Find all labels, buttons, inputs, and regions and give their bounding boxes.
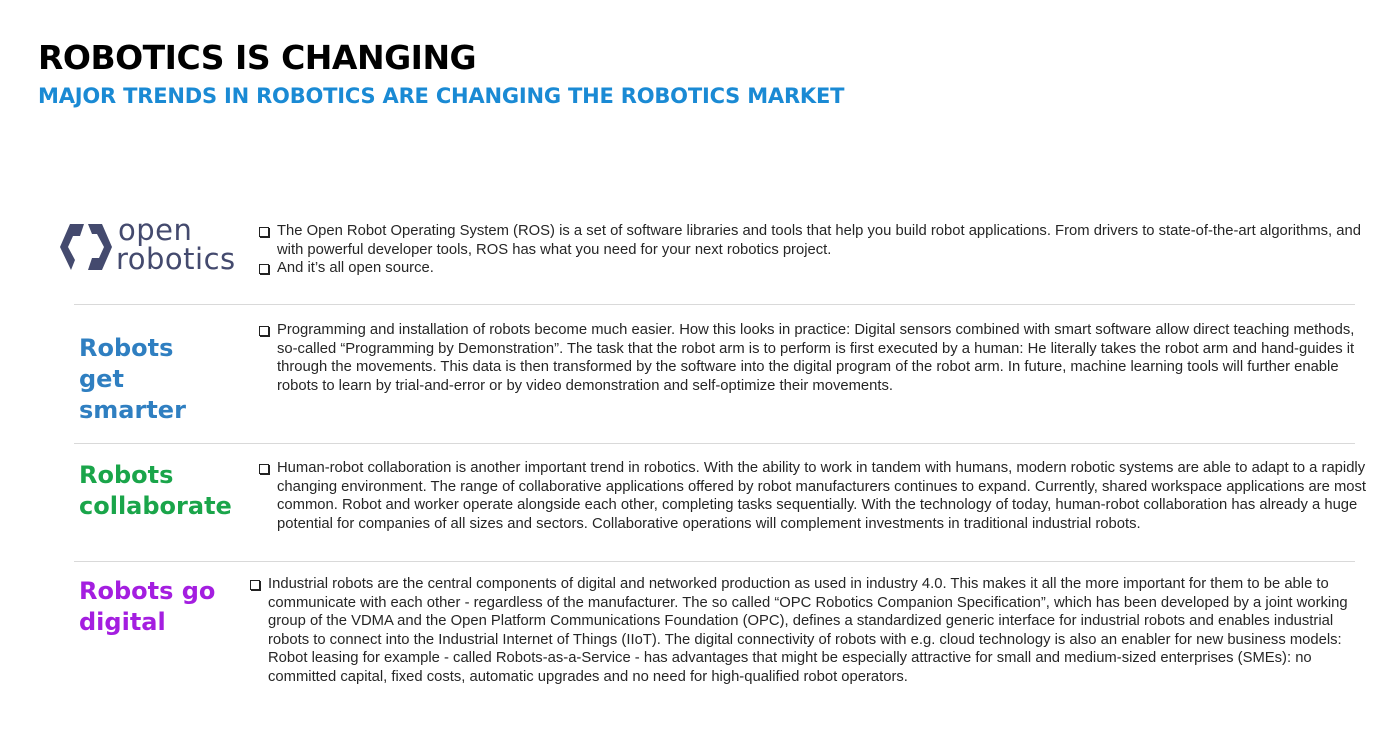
checkbox-bullet-icon bbox=[250, 580, 260, 590]
open-robotics-logo: open robotics bbox=[58, 216, 248, 276]
collaborate-bullet: Human-robot collaboration is another imp… bbox=[259, 459, 1389, 533]
logo-word-robotics: robotics bbox=[116, 242, 236, 276]
ros-text-1: The Open Robot Operating System (ROS) is… bbox=[277, 223, 1361, 258]
ros-bullet-1: The Open Robot Operating System (ROS) is… bbox=[259, 222, 1377, 259]
smarter-bullet: Programming and installation of robots b… bbox=[259, 321, 1377, 395]
checkbox-bullet-icon bbox=[259, 464, 269, 474]
page-title: ROBOTICS IS CHANGING bbox=[38, 38, 477, 77]
label-robots-collaborate: Robots collaborate bbox=[79, 461, 232, 520]
smarter-text: Programming and installation of robots b… bbox=[277, 322, 1355, 394]
digital-text: Industrial robots are the central compon… bbox=[268, 576, 1348, 685]
logo-word-open: open bbox=[118, 213, 193, 247]
logo-wordmark: open robotics bbox=[116, 213, 236, 276]
collaborate-text: Human-robot collaboration is another imp… bbox=[277, 460, 1367, 532]
section-divider bbox=[74, 304, 1355, 305]
ros-bullet-2: And it’s all open source. bbox=[259, 259, 1377, 278]
checkbox-bullet-icon bbox=[259, 326, 269, 336]
section-divider bbox=[74, 561, 1355, 562]
checkbox-bullet-icon bbox=[259, 227, 269, 237]
label-robots-get-smarter: Robots get smarter bbox=[79, 334, 186, 424]
label-robots-go-digital: Robots go digital bbox=[79, 577, 216, 636]
open-robotics-logo-mark-icon bbox=[60, 224, 112, 270]
digital-bullet: Industrial robots are the central compon… bbox=[250, 575, 1378, 687]
checkbox-bullet-icon bbox=[259, 264, 269, 274]
ros-text-2: And it’s all open source. bbox=[277, 260, 434, 276]
section-divider bbox=[74, 443, 1355, 444]
page-subtitle: MAJOR TRENDS IN ROBOTICS ARE CHANGING TH… bbox=[38, 84, 845, 108]
